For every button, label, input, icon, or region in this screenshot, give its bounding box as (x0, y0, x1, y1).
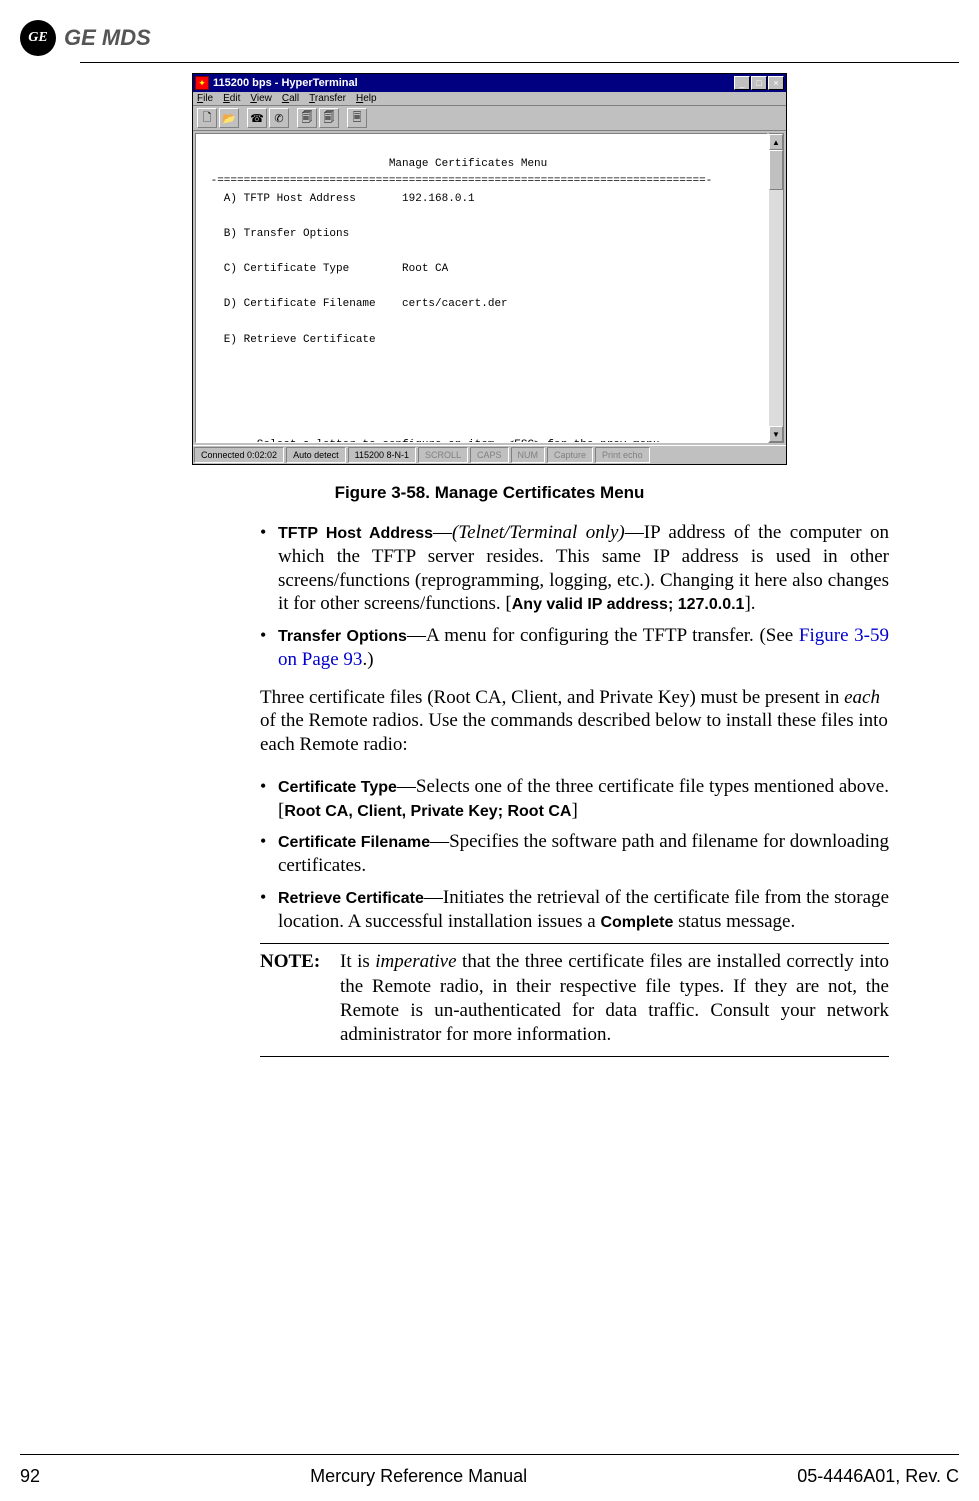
bullet-retrieve: Retrieve Certificate—Initiates the retri… (260, 886, 889, 934)
menu-view[interactable]: View (250, 93, 272, 104)
body-text: TFTP Host Address—(Telnet/Terminal only)… (260, 521, 889, 1057)
menu-call[interactable]: Call (282, 93, 299, 104)
brand-text: GE MDS (64, 25, 151, 51)
scroll-up-icon[interactable]: ▲ (769, 134, 783, 150)
status-settings: 115200 8-N-1 (348, 447, 416, 463)
send-icon[interactable]: 🗐 (297, 108, 317, 128)
status-scroll: SCROLL (418, 447, 468, 463)
bullet-qualifier: (Telnet/Terminal only) (452, 522, 625, 543)
scroll-thumb[interactable] (769, 150, 783, 190)
note-block: NOTE: It is imperative that the three ce… (260, 943, 889, 1056)
bullet-label: TFTP Host Address (278, 525, 433, 542)
para-ital: each (844, 687, 880, 708)
properties-icon[interactable]: 🗏 (347, 108, 367, 128)
status-capture: Capture (547, 447, 593, 463)
note-text: It is imperative that the three certific… (340, 950, 889, 1047)
bullet-cert-type: Certificate Type—Selects one of the thre… (260, 775, 889, 823)
hyperterminal-window: ✦ 115200 bps - HyperTerminal _ □ × File … (192, 73, 787, 465)
open-icon[interactable]: 📂 (219, 108, 239, 128)
bullet-label: Certificate Type (278, 779, 397, 796)
bullet-status: Complete (600, 914, 673, 931)
minimize-button[interactable]: _ (734, 76, 750, 90)
terminal-output[interactable]: Manage Certificates Menu -==============… (195, 133, 768, 443)
status-caps: CAPS (470, 447, 509, 463)
menu-help[interactable]: Help (356, 93, 377, 104)
statusbar: Connected 0:02:02 Auto detect 115200 8-N… (193, 445, 786, 464)
para-pre: Three certificate files (Root CA, Client… (260, 687, 844, 708)
menubar: File Edit View Call Transfer Help (193, 92, 786, 106)
receive-icon[interactable]: 🗐 (319, 108, 339, 128)
new-doc-icon[interactable]: 🗋 (197, 108, 217, 128)
para-post: of the Remote radios. Use the commands d… (260, 710, 888, 755)
note-pre: It is (340, 951, 375, 972)
footer-rule (20, 1454, 959, 1455)
titlebar: ✦ 115200 bps - HyperTerminal _ □ × (193, 74, 786, 92)
scroll-down-icon[interactable]: ▼ (769, 426, 783, 442)
close-button[interactable]: × (768, 76, 784, 90)
bullet-cert-filename: Certificate Filename—Specifies the softw… (260, 830, 889, 878)
ge-monogram: GE (28, 30, 47, 46)
page-number: 92 (20, 1466, 40, 1487)
status-printecho: Print echo (595, 447, 650, 463)
disconnect-icon[interactable]: ✆ (269, 108, 289, 128)
app-icon: ✦ (195, 76, 209, 90)
maximize-button[interactable]: □ (751, 76, 767, 90)
paragraph: Three certificate files (Root CA, Client… (260, 686, 889, 757)
footer-title: Mercury Reference Manual (310, 1466, 527, 1487)
note-ital: imperative (375, 951, 456, 972)
window-title: 115200 bps - HyperTerminal (213, 77, 358, 89)
bullet-label: Retrieve Certificate (278, 890, 424, 907)
page-footer: 92 Mercury Reference Manual 05-4446A01, … (20, 1466, 959, 1487)
bullet-text-end: ] (571, 800, 577, 821)
page-header: GE GE MDS (0, 0, 979, 62)
header-rule (80, 62, 959, 63)
connect-icon[interactable]: ☎ (247, 108, 267, 128)
bullet-text: —A menu for configuring the TFTP transfe… (407, 625, 799, 646)
scrollbar[interactable]: ▲ ▼ (768, 133, 784, 443)
bullet-tftp: TFTP Host Address—(Telnet/Terminal only)… (260, 521, 889, 616)
toolbar: 🗋 📂 ☎ ✆ 🗐 🗐 🗏 (193, 106, 786, 131)
bullet-range: Any valid IP address; 127.0.0.1 (512, 596, 745, 613)
status-autodetect: Auto detect (286, 447, 346, 463)
bullet-transfer: Transfer Options—A menu for configuring … (260, 624, 889, 672)
note-label: NOTE: (260, 950, 340, 1047)
figure-caption: Figure 3-58. Manage Certificates Menu (60, 483, 919, 503)
footer-doc: 05-4446A01, Rev. C (797, 1466, 959, 1487)
bullet-text-end: .) (362, 649, 373, 670)
bullet-label: Transfer Options (278, 628, 407, 645)
menu-edit[interactable]: Edit (223, 93, 240, 104)
bullet-label: Certificate Filename (278, 834, 430, 851)
bullet-range: Root CA, Client, Private Key; Root CA (284, 803, 571, 820)
menu-transfer[interactable]: Transfer (309, 93, 346, 104)
menu-file[interactable]: File (197, 93, 213, 104)
bullet-text-end: status message. (673, 911, 795, 932)
status-num: NUM (511, 447, 546, 463)
ge-logo-icon: GE (20, 20, 56, 56)
status-connected: Connected 0:02:02 (194, 447, 284, 463)
bullet-text-end: ]. (744, 593, 755, 614)
